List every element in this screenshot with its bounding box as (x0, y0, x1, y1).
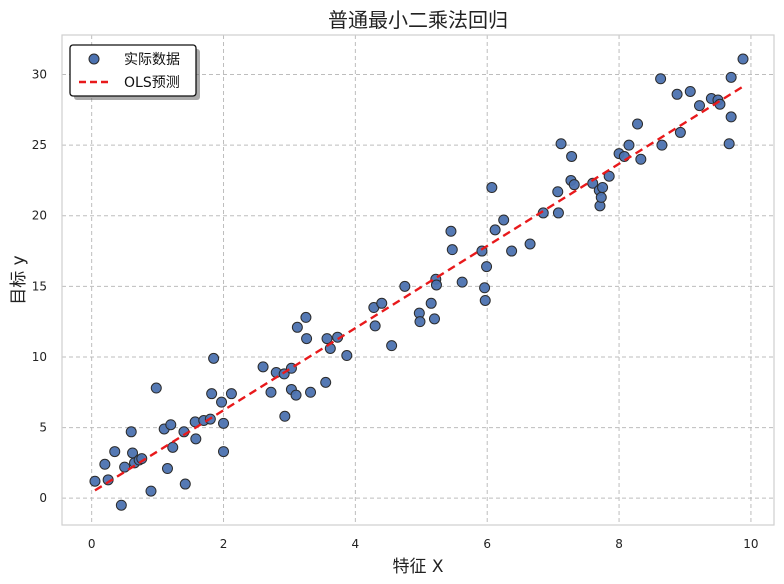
data-point (369, 320, 381, 332)
data-point (208, 352, 220, 364)
x-tick-label: 8 (615, 537, 623, 551)
data-point (723, 138, 735, 150)
data-point (167, 441, 179, 453)
legend-label-line: OLS预测 (124, 75, 180, 91)
data-point (489, 224, 501, 236)
data-point (456, 276, 468, 288)
data-point (552, 207, 564, 219)
data-point (179, 478, 191, 490)
tick-labels: 0 2 4 6 8 10 0 5 10 15 20 25 30 (32, 68, 759, 551)
y-tick-label: 15 (32, 279, 47, 293)
data-point (481, 261, 493, 273)
y-tick-label: 25 (32, 138, 47, 152)
data-point (566, 150, 578, 162)
data-point (655, 73, 667, 85)
y-tick-label: 5 (39, 421, 47, 435)
data-point (498, 214, 510, 226)
data-point (161, 463, 173, 475)
plot-frame (61, 34, 775, 526)
data-point (428, 313, 440, 325)
data-point (99, 458, 111, 470)
x-axis-label: 特征 X (392, 557, 443, 577)
data-point (206, 388, 218, 400)
data-point (341, 350, 353, 362)
data-point (89, 475, 101, 487)
data-point (321, 333, 333, 345)
data-point (737, 53, 749, 65)
data-point (320, 376, 332, 388)
y-tick-label: 10 (32, 350, 47, 364)
data-point (506, 245, 518, 257)
data-point (568, 179, 580, 191)
data-point (218, 446, 230, 458)
legend-box (69, 44, 197, 97)
legend-marker-scatter (88, 53, 100, 65)
data-point (674, 126, 686, 138)
data-point (291, 321, 303, 333)
data-point (165, 419, 177, 431)
data-point (635, 153, 647, 165)
legend: 实际数据 OLS预测 (69, 44, 200, 100)
data-point (301, 333, 313, 345)
legend-label-scatter: 实际数据 (124, 52, 180, 68)
x-tick-label: 2 (220, 537, 228, 551)
data-point (102, 474, 114, 486)
data-point (109, 446, 121, 458)
data-point (597, 182, 609, 194)
data-point (300, 311, 312, 323)
data-point (265, 386, 277, 398)
ols-prediction-line (94, 85, 744, 492)
data-point (399, 280, 411, 292)
data-point (216, 396, 228, 408)
grid-lines (62, 35, 774, 525)
data-point (376, 297, 388, 309)
x-tick-label: 0 (88, 537, 96, 551)
data-point (587, 177, 599, 189)
data-point (623, 139, 635, 151)
data-point (694, 100, 706, 112)
data-point (632, 118, 644, 130)
plot-series (89, 53, 749, 511)
data-point (136, 453, 148, 465)
y-tick-label: 20 (32, 209, 47, 223)
x-tick-label: 6 (483, 537, 491, 551)
data-point (115, 499, 127, 511)
data-point (446, 244, 458, 256)
data-point (150, 382, 162, 394)
data-point (671, 88, 683, 100)
data-point (190, 433, 202, 445)
data-point (290, 389, 302, 401)
y-tick-label: 30 (32, 68, 47, 82)
data-point (445, 225, 457, 237)
data-point (225, 388, 237, 400)
chart-title: 普通最小二乘法回归 (328, 8, 508, 32)
data-point (656, 139, 668, 151)
data-point (145, 485, 157, 497)
data-point (386, 340, 398, 352)
data-point (430, 279, 442, 291)
data-point (684, 85, 696, 97)
data-point (257, 361, 269, 373)
data-point (552, 186, 564, 198)
data-point (595, 191, 607, 203)
x-tick-label: 10 (743, 537, 758, 551)
data-point (279, 410, 291, 422)
data-point (555, 138, 567, 150)
data-point (305, 386, 317, 398)
data-point (725, 111, 737, 123)
data-point (425, 297, 437, 309)
y-axis-label: 目标 y (9, 255, 29, 304)
data-point (479, 282, 491, 294)
data-point (524, 238, 536, 250)
data-point (725, 71, 737, 83)
data-point (486, 182, 498, 194)
data-point (125, 426, 137, 438)
data-point (414, 316, 426, 328)
x-tick-label: 4 (352, 537, 360, 551)
y-tick-label: 0 (39, 491, 47, 505)
data-point (119, 461, 131, 473)
data-point (479, 294, 491, 306)
data-point (218, 417, 230, 429)
